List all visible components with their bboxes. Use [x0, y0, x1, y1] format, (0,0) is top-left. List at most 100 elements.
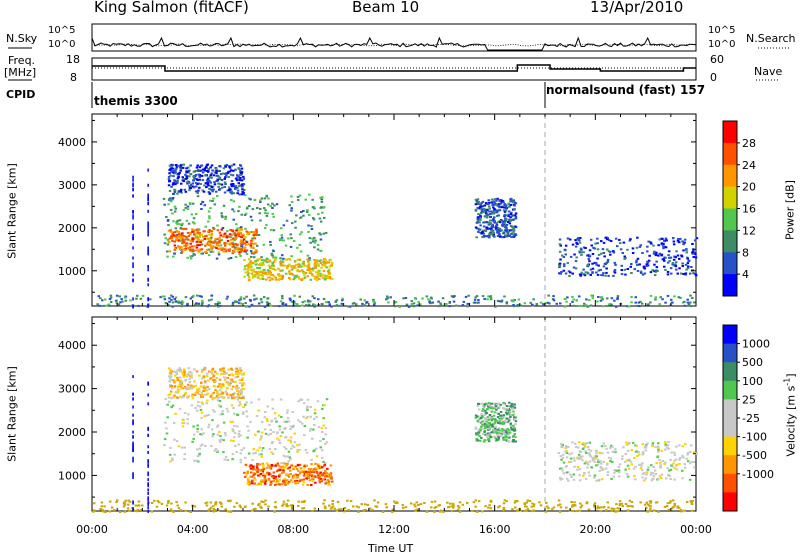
data-point [565, 477, 569, 480]
data-point [401, 506, 405, 509]
data-point [275, 482, 279, 484]
data-point [513, 416, 516, 419]
data-point [229, 236, 233, 238]
data-point [205, 504, 209, 507]
data-point [238, 179, 242, 182]
data-point [316, 243, 320, 246]
data-point [244, 249, 247, 252]
data-point [488, 504, 491, 507]
data-point [481, 236, 484, 239]
data-point [315, 259, 319, 262]
data-point [433, 510, 436, 513]
data-point [668, 256, 671, 259]
data-point [213, 370, 217, 373]
data-point [516, 304, 520, 307]
data-point [309, 428, 313, 430]
data-point [321, 197, 324, 200]
data-point [636, 236, 639, 239]
data-point [204, 251, 207, 253]
data-point [132, 413, 134, 417]
data-point [202, 375, 206, 378]
data-point [201, 201, 205, 203]
data-point [244, 243, 248, 246]
data-point [321, 303, 324, 306]
data-point [567, 479, 570, 482]
data-point [686, 298, 689, 301]
data-point [189, 242, 192, 245]
data-point [211, 250, 215, 253]
data-point [222, 451, 225, 454]
data-point [279, 262, 283, 265]
data-point [216, 195, 219, 197]
data-point [281, 254, 284, 257]
data-point [352, 505, 355, 508]
data-point [302, 501, 306, 503]
data-point [200, 248, 204, 251]
data-point [255, 415, 259, 417]
data-point [313, 259, 316, 261]
data-point [586, 305, 589, 308]
data-point [632, 467, 636, 470]
freq-unit: [MHz] [4, 66, 37, 79]
data-point [562, 269, 566, 272]
data-point [480, 416, 483, 419]
freq-trace [92, 64, 696, 72]
data-point [585, 452, 588, 454]
data-point [235, 229, 239, 232]
data-point [497, 413, 500, 415]
data-point [261, 468, 264, 471]
data-point [235, 413, 239, 416]
data-point [319, 249, 322, 252]
data-point [565, 456, 569, 459]
data-point [208, 240, 211, 243]
data-point [316, 400, 320, 403]
data-point [691, 500, 694, 502]
data-point [491, 405, 494, 408]
data-point [619, 248, 623, 251]
data-point [210, 186, 214, 188]
data-point [433, 500, 437, 503]
data-point [595, 479, 598, 482]
data-point [168, 250, 172, 253]
data-point [222, 367, 225, 370]
data-point [219, 247, 222, 250]
data-point [97, 295, 100, 298]
data-point [483, 420, 486, 423]
data-point [200, 243, 204, 246]
data-point [509, 200, 512, 203]
data-point [309, 415, 312, 418]
data-point [240, 179, 244, 182]
data-point [673, 295, 676, 298]
data-point [229, 382, 232, 385]
data-point [588, 441, 592, 444]
data-point [480, 425, 483, 428]
data-point [348, 305, 352, 308]
data-point [641, 273, 645, 276]
data-point [232, 192, 236, 195]
data-point [202, 385, 206, 388]
data-point [630, 263, 633, 265]
data-point [627, 442, 630, 445]
data-point [177, 301, 181, 304]
data-point [496, 231, 499, 234]
data-point [328, 303, 331, 306]
data-point [230, 169, 233, 172]
data-point [566, 296, 569, 299]
data-point [286, 504, 290, 507]
data-point [414, 509, 417, 512]
data-point [634, 478, 637, 481]
data-point [171, 197, 175, 199]
data-point [551, 508, 554, 511]
data-point [694, 253, 697, 255]
data-point [132, 233, 134, 237]
data-point [476, 216, 480, 219]
data-point [634, 450, 638, 453]
data-point [169, 368, 172, 371]
data-point [182, 163, 185, 166]
y-tick-label: 4000 [58, 136, 86, 149]
data-point [684, 263, 688, 266]
data-point [196, 192, 199, 195]
data-point [269, 481, 273, 484]
data-point [240, 213, 243, 216]
data-point [247, 266, 251, 269]
